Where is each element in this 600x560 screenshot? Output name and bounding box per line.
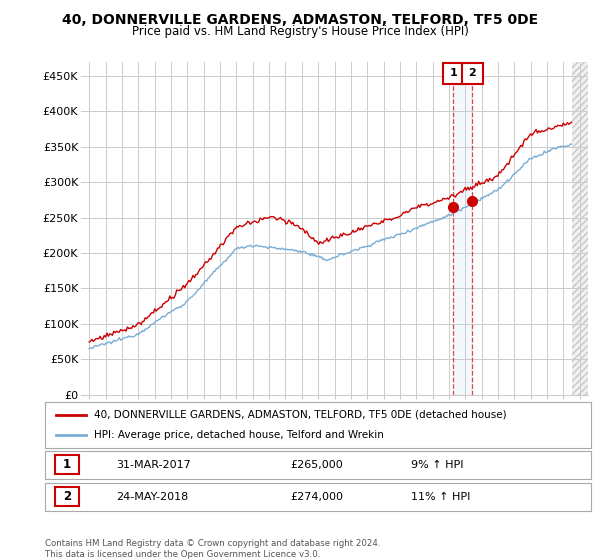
Text: 1: 1 bbox=[63, 458, 71, 472]
Text: 1: 1 bbox=[449, 68, 457, 78]
Bar bbox=[55, 487, 79, 506]
Text: 24-MAY-2018: 24-MAY-2018 bbox=[116, 492, 188, 502]
Text: 40, DONNERVILLE GARDENS, ADMASTON, TELFORD, TF5 0DE (detached house): 40, DONNERVILLE GARDENS, ADMASTON, TELFO… bbox=[94, 410, 507, 420]
Text: Contains HM Land Registry data © Crown copyright and database right 2024.
This d: Contains HM Land Registry data © Crown c… bbox=[45, 539, 380, 559]
Text: £265,000: £265,000 bbox=[291, 460, 343, 470]
Text: £274,000: £274,000 bbox=[291, 492, 344, 502]
Text: Price paid vs. HM Land Registry's House Price Index (HPI): Price paid vs. HM Land Registry's House … bbox=[131, 25, 469, 38]
Text: 11% ↑ HPI: 11% ↑ HPI bbox=[411, 492, 470, 502]
Text: 40, DONNERVILLE GARDENS, ADMASTON, TELFORD, TF5 0DE: 40, DONNERVILLE GARDENS, ADMASTON, TELFO… bbox=[62, 13, 538, 27]
Text: 2: 2 bbox=[469, 68, 476, 78]
Text: 31-MAR-2017: 31-MAR-2017 bbox=[116, 460, 191, 470]
Bar bbox=[55, 455, 79, 474]
Bar bbox=[572, 62, 588, 395]
Bar bbox=[453, 62, 472, 395]
Text: 9% ↑ HPI: 9% ↑ HPI bbox=[411, 460, 463, 470]
Text: HPI: Average price, detached house, Telford and Wrekin: HPI: Average price, detached house, Telf… bbox=[94, 430, 384, 440]
Text: 2: 2 bbox=[63, 490, 71, 503]
